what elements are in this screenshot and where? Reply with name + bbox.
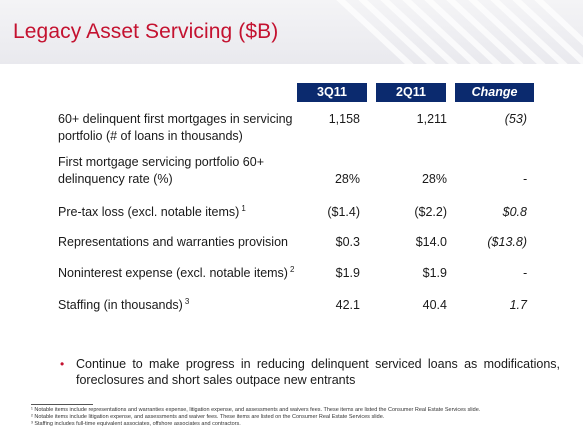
row-label-line1: First mortgage servicing portfolio 60+ <box>58 155 264 169</box>
bullet-text: Continue to make progress in reducing de… <box>76 357 560 387</box>
row-label-delinquency-rate: First mortgage servicing portfolio 60+ d… <box>58 154 298 188</box>
cell-3q11: $0.3 <box>335 235 360 249</box>
cell-2q11: $1.9 <box>422 266 447 280</box>
row-label-text: Representations and warranties provision <box>58 235 288 249</box>
cell-2q11: 40.4 <box>422 298 447 312</box>
cell-change: - <box>522 266 527 280</box>
cell-2q11: ($2.2) <box>414 205 447 219</box>
row-label-noninterest-expense: Noninterest expense (excl. notable items… <box>58 265 298 282</box>
footnote-1: ¹ Notable items include representations … <box>31 407 481 413</box>
bullet-dot-icon: • <box>60 357 65 371</box>
cell-3q11: 28% <box>334 172 360 186</box>
row-label-staffing: Staffing (in thousands) 3 <box>58 297 298 314</box>
footnote-3: ³ Staffing includes full-time equivalent… <box>31 421 241 427</box>
cell-change: 1.7 <box>509 298 527 312</box>
row-label-pretax-loss: Pre-tax loss (excl. notable items) 1 <box>58 204 298 221</box>
cell-3q11: $1.9 <box>335 266 360 280</box>
row-label-text: Noninterest expense (excl. notable items… <box>58 266 288 280</box>
cell-change: $0.8 <box>502 205 527 219</box>
column-header-2q11: 2Q11 <box>376 83 446 102</box>
row-label-reps-warranties: Representations and warranties provision <box>58 234 298 251</box>
cell-2q11: 28% <box>421 172 447 186</box>
cell-3q11: 1,158 <box>328 112 360 126</box>
row-label-line1: 60+ delinquent first mortgages in servic… <box>58 112 293 126</box>
row-label-text: Staffing (in thousands) <box>58 298 183 312</box>
footnote-marker: 1 <box>241 203 246 213</box>
row-label-line2: delinquency rate (%) <box>58 172 173 186</box>
page-title: Legacy Asset Servicing ($B) <box>13 20 279 43</box>
cell-3q11: ($1.4) <box>327 205 360 219</box>
cell-change: - <box>522 172 527 186</box>
column-header-change: Change <box>455 83 534 102</box>
cell-change: (53) <box>504 112 527 126</box>
cell-3q11: 42.1 <box>335 298 360 312</box>
footnote-divider <box>31 404 93 405</box>
cell-2q11: $14.0 <box>415 235 447 249</box>
slide-header: Legacy Asset Servicing ($B) <box>0 0 583 64</box>
footnote-marker: 3 <box>184 296 190 306</box>
row-label-delinquent-mortgages: 60+ delinquent first mortgages in servic… <box>58 111 298 145</box>
bullet-point: • Continue to make progress in reducing … <box>60 356 560 388</box>
row-label-line2: portfolio (# of loans in thousands) <box>58 129 243 143</box>
cell-2q11: 1,211 <box>416 112 447 126</box>
header-flag-pattern <box>336 0 583 64</box>
cell-change: ($13.8) <box>487 235 527 249</box>
row-label-text: Pre-tax loss (excl. notable items) <box>58 205 240 219</box>
footnote-marker: 2 <box>289 264 295 274</box>
column-header-3q11: 3Q11 <box>297 83 367 102</box>
footnote-2: ² Notable items include litigation expen… <box>31 414 385 420</box>
